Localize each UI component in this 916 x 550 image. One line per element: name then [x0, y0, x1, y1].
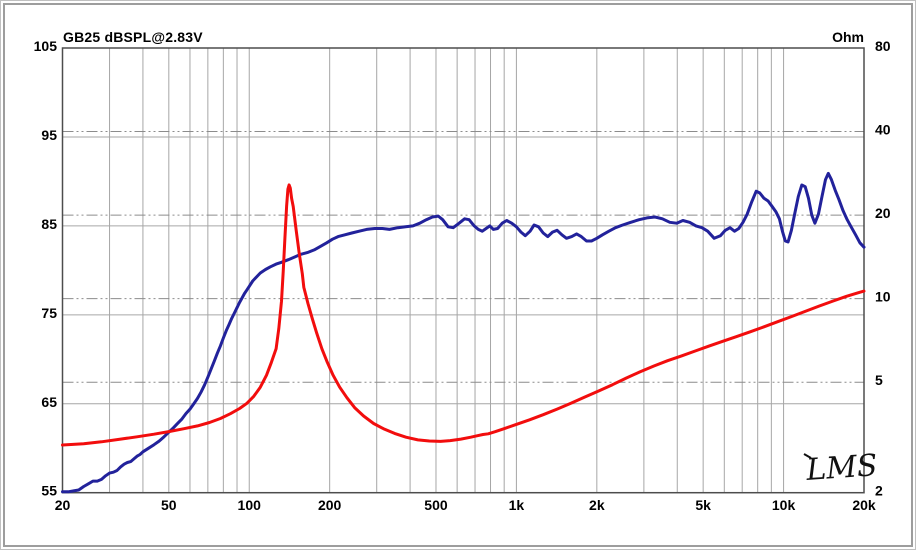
db-tick-label-85: 85 — [41, 216, 57, 232]
ohm-tick-label-2: 2 — [875, 483, 883, 499]
plot-border — [61, 47, 865, 494]
db-tick-label-55: 55 — [41, 483, 57, 499]
lms-logo-tick-mark — [803, 453, 812, 459]
freq-tick-label-50: 50 — [161, 497, 177, 513]
ohm-tick-label-40: 40 — [875, 122, 891, 138]
freq-tick-label-10k: 10k — [772, 497, 796, 513]
ohm-tick-label-10: 10 — [875, 289, 891, 305]
spl-curve — [61, 171, 866, 494]
right-axis-unit-label: Ohm — [832, 29, 864, 45]
db-tick-label-65: 65 — [41, 394, 57, 410]
db-tick-label-75: 75 — [41, 305, 57, 321]
ohm-tick-label-5: 5 — [875, 372, 883, 388]
freq-tick-label-100: 100 — [238, 497, 262, 513]
chart-title: GB25 dBSPL@2.83V — [63, 29, 203, 45]
freq-tick-label-5k: 5k — [695, 497, 711, 513]
curves-layer — [61, 171, 866, 494]
lms-logo: LMS — [804, 448, 878, 488]
freq-tick-label-1k: 1k — [509, 497, 525, 513]
ohm-tick-label-80: 80 — [875, 38, 891, 54]
lms-logo-group: LMS — [803, 448, 879, 488]
freq-tick-label-20: 20 — [55, 497, 71, 513]
impedance-curve — [61, 183, 866, 447]
plot-border-layer — [61, 47, 865, 494]
ohm-tick-label-20: 20 — [875, 205, 891, 221]
db-tick-label-105: 105 — [34, 38, 58, 54]
freq-tick-label-500: 500 — [424, 497, 448, 513]
freq-tick-label-2k: 2k — [589, 497, 605, 513]
db-tick-label-95: 95 — [41, 127, 57, 143]
gridlines-layer — [62, 48, 864, 493]
freq-tick-label-200: 200 — [318, 497, 342, 513]
freq-tick-label-20k: 20k — [852, 497, 876, 513]
